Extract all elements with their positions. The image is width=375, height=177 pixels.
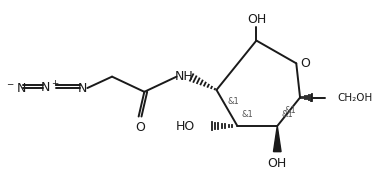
Text: &1: &1 <box>241 110 253 119</box>
Text: O: O <box>136 121 146 134</box>
Text: &1: &1 <box>285 106 296 115</box>
Text: HO: HO <box>176 119 195 133</box>
Text: OH: OH <box>268 156 287 170</box>
Text: &1: &1 <box>228 97 240 106</box>
Text: CH₂OH: CH₂OH <box>337 93 372 102</box>
Text: N: N <box>78 82 87 95</box>
Text: $^-$N: $^-$N <box>6 82 27 95</box>
Text: NH: NH <box>175 70 194 83</box>
Text: N$^+$: N$^+$ <box>40 80 59 96</box>
Text: &1: &1 <box>281 110 293 119</box>
Text: O: O <box>300 57 310 70</box>
Polygon shape <box>273 126 281 152</box>
Text: OH: OH <box>247 13 266 26</box>
